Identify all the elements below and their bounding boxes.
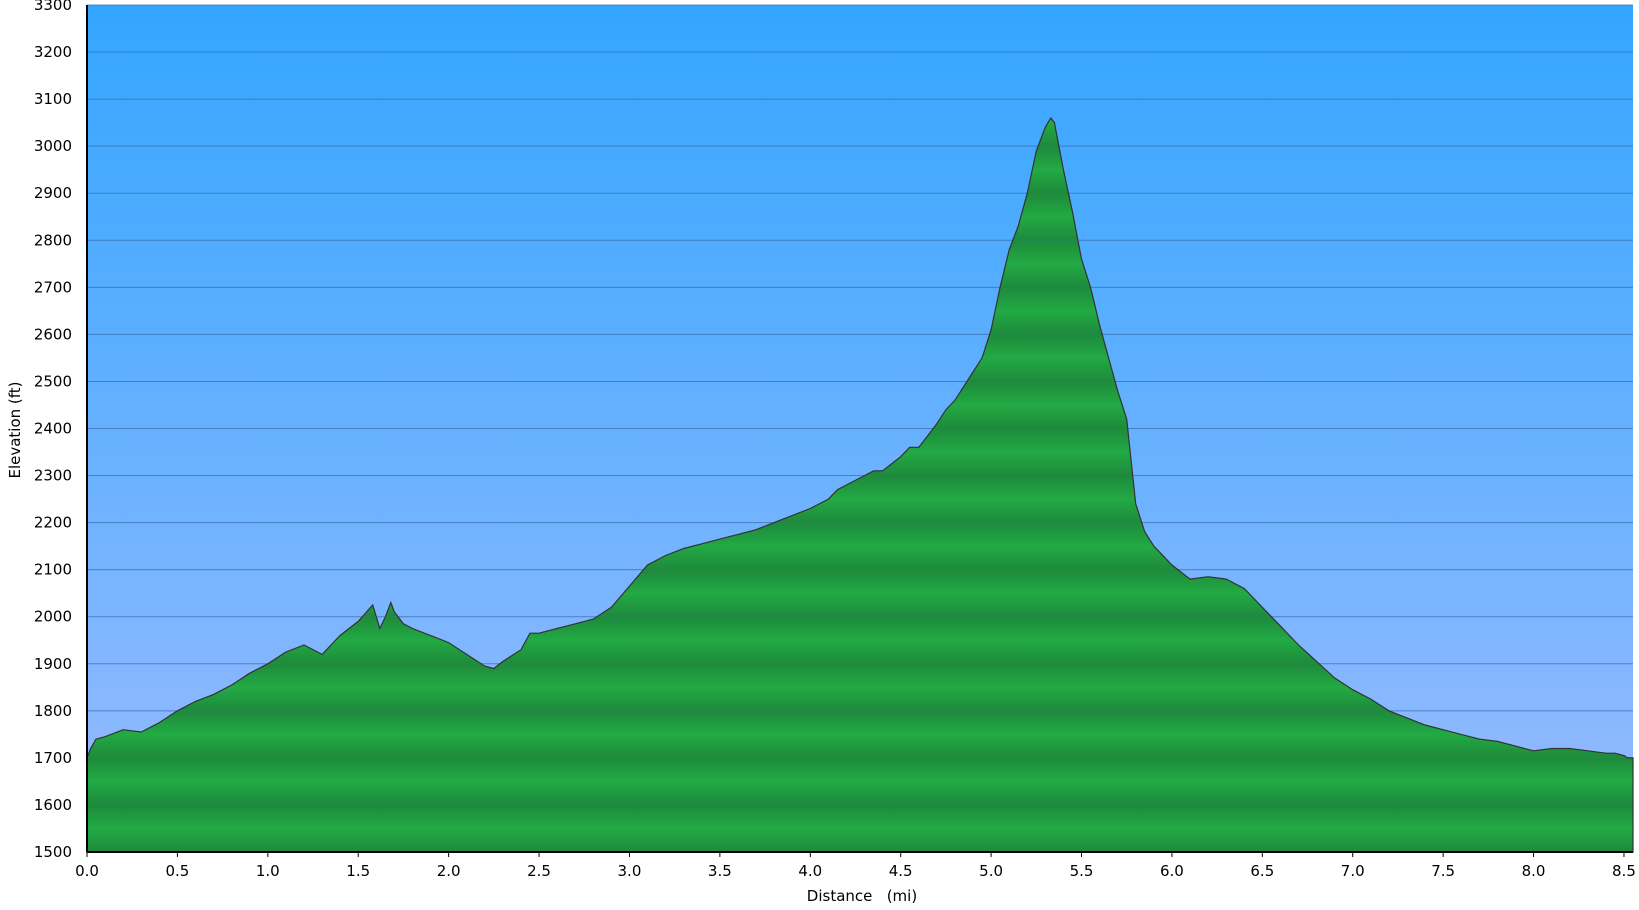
y-tick-1800: 1800 — [34, 702, 72, 720]
x-tick-7.5: 7.5 — [1431, 862, 1455, 880]
y-tick-2100: 2100 — [34, 561, 72, 579]
band-1500 — [87, 804, 1633, 852]
y-tick-2900: 2900 — [34, 184, 72, 202]
x-tick-1.5: 1.5 — [346, 862, 370, 880]
y-tick-3300: 3300 — [34, 0, 72, 14]
x-tick-6.0: 6.0 — [1160, 862, 1184, 880]
y-tick-1700: 1700 — [34, 749, 72, 767]
y-tick-3200: 3200 — [34, 43, 72, 61]
x-tick-8.5: 8.5 — [1612, 862, 1636, 880]
x-tick-8.0: 8.0 — [1522, 862, 1546, 880]
y-tick-3000: 3000 — [34, 137, 72, 155]
x-tick-7.0: 7.0 — [1341, 862, 1365, 880]
band-1600 — [87, 757, 1633, 805]
x-tick-4.5: 4.5 — [889, 862, 913, 880]
y-axis-title: Elevation (ft) — [6, 381, 24, 478]
elevation-outline — [86, 116, 1634, 853]
x-tick-4.0: 4.0 — [798, 862, 822, 880]
x-tick-2.0: 2.0 — [437, 862, 461, 880]
y-tick-2500: 2500 — [34, 372, 72, 390]
y-tick-2800: 2800 — [34, 231, 72, 249]
y-tick-1900: 1900 — [34, 655, 72, 673]
x-tick-5.0: 5.0 — [979, 862, 1003, 880]
x-tick-5.5: 5.5 — [1070, 862, 1094, 880]
x-tick-labels: 0.0 0.5 1.0 1.5 2.0 2.5 3.0 3.5 4.0 4.5 5.0 5.5 6.0 6… — [75, 852, 1636, 880]
x-tick-3.0: 3.0 — [618, 862, 642, 880]
x-tick-6.5: 6.5 — [1250, 862, 1274, 880]
y-tick-3100: 3100 — [34, 90, 72, 108]
y-tick-1600: 1600 — [34, 796, 72, 814]
y-tick-2400: 2400 — [34, 420, 72, 438]
y-tick-2200: 2200 — [34, 514, 72, 532]
y-tick-1500: 1500 — [34, 843, 72, 861]
y-tick-2000: 2000 — [34, 608, 72, 626]
y-tick-2300: 2300 — [34, 467, 72, 485]
y-tick-2700: 2700 — [34, 278, 72, 296]
x-axis-title: Distance (mi) — [807, 887, 917, 905]
elevation-area — [86, 116, 1634, 853]
y-tick-labels: 1500 1600 1700 1800 1900 2000 2100 2200 2300 2400… — [34, 0, 72, 861]
x-tick-1.0: 1.0 — [256, 862, 280, 880]
x-tick-2.5: 2.5 — [527, 862, 551, 880]
y-tick-2600: 2600 — [34, 325, 72, 343]
x-tick-0.5: 0.5 — [165, 862, 189, 880]
x-tick-3.5: 3.5 — [708, 862, 732, 880]
band-1700 — [87, 710, 1633, 758]
x-tick-0.0: 0.0 — [75, 862, 99, 880]
